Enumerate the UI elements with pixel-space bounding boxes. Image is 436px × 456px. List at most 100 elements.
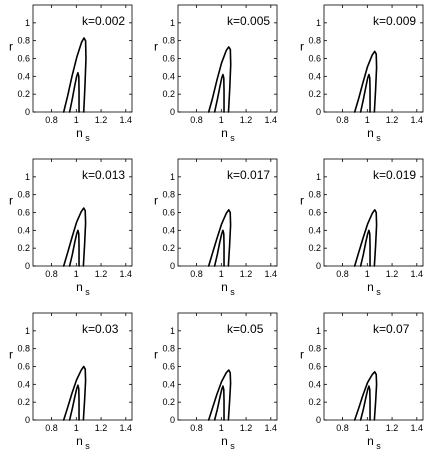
y-axis-label: r (154, 40, 158, 54)
y-tick-label: 0.6 (162, 362, 175, 372)
contour-inner (68, 229, 80, 267)
x-tick-label: 1 (365, 115, 370, 125)
x-tick-label: 1.2 (95, 115, 108, 125)
x-tick-label: 0.8 (190, 115, 203, 125)
y-tick-label: 0.6 (17, 362, 30, 372)
panel-6: 0 0.2 0.4 0.6 0.8 1 0.8 1 1.2 1.4 k=0.019 r n s (300, 158, 424, 297)
y-tick-label: 0.6 (308, 362, 321, 372)
panel-5: 0 0.2 0.4 0.6 0.8 1 0.8 1 1.2 1.4 k=0.017 r n s (154, 158, 278, 297)
y-tick-label: 0.4 (308, 71, 321, 81)
y-tick-label: 0.8 (17, 36, 30, 46)
y-tick-label: 0 (170, 415, 175, 425)
contour-outer (353, 50, 378, 113)
y-tick-label: 1 (170, 18, 175, 28)
y-tick-label: 0.2 (162, 89, 175, 99)
x-tick-label: 1 (365, 269, 370, 279)
contour-inner (359, 229, 371, 267)
x-tick-label: 1 (365, 423, 370, 433)
y-tick-label: 0.2 (308, 89, 321, 99)
k-annotation: k=0.07 (373, 322, 410, 336)
y-tick-label: 1 (316, 18, 321, 28)
plot-frame (32, 158, 133, 267)
y-axis-label: r (300, 40, 304, 54)
contour-outer (207, 369, 232, 421)
y-tick-label: 0.4 (162, 71, 175, 81)
y-tick-label: 0.8 (162, 36, 175, 46)
y-tick-label: 0.2 (17, 243, 30, 253)
panel-4: 0 0.2 0.4 0.6 0.8 1 0.8 1 1.2 1.4 k=0.013 r n s (9, 158, 133, 297)
contour-inner (359, 385, 371, 421)
x-axis-label: n (76, 434, 83, 448)
y-tick-label: 0.6 (17, 54, 30, 64)
x-axis-label: n (367, 126, 374, 140)
contour-outer (62, 37, 87, 113)
x-tick-label: 1.2 (95, 269, 108, 279)
contour-inner (213, 73, 225, 113)
y-axis-label: r (9, 40, 13, 54)
y-axis-label: r (300, 348, 304, 362)
y-tick-label: 0 (316, 261, 321, 271)
contour-outer (207, 209, 232, 267)
y-tick-label: 0.2 (162, 397, 175, 407)
x-tick-label: 1 (219, 423, 224, 433)
y-tick-label: 1 (170, 172, 175, 182)
panel-9: 0 0.2 0.4 0.6 0.8 1 0.8 1 1.2 1.4 k=0.07 r n s (300, 312, 424, 451)
panel-8: 0 0.2 0.4 0.6 0.8 1 0.8 1 1.2 1.4 k=0.05 r n s (154, 312, 278, 451)
x-tick-label: 0.8 (45, 115, 58, 125)
y-tick-label: 0.8 (162, 190, 175, 200)
contour-outer (62, 365, 87, 421)
y-tick-label: 0.2 (162, 243, 175, 253)
x-tick-label: 1 (74, 115, 79, 125)
y-tick-label: 0 (25, 107, 30, 117)
plot-frame (32, 4, 133, 113)
panel-2: 0 0.2 0.4 0.6 0.8 1 0.8 1 1.2 1.4 k=0.005 r n s (154, 4, 278, 143)
y-tick-label: 0 (25, 415, 30, 425)
x-axis-label-subscript: s (376, 133, 381, 143)
y-tick-label: 0.8 (308, 36, 321, 46)
x-tick-label: 1.2 (240, 115, 253, 125)
x-tick-label: 1.4 (411, 423, 424, 433)
y-tick-label: 0.4 (17, 71, 30, 81)
y-tick-label: 0.4 (17, 225, 30, 235)
x-axis-label-subscript: s (230, 287, 235, 297)
x-axis-label: n (221, 280, 228, 294)
x-tick-label: 0.8 (45, 423, 58, 433)
x-axis-label: n (367, 280, 374, 294)
x-tick-label: 1.4 (120, 423, 133, 433)
y-axis-label: r (9, 348, 13, 362)
x-tick-label: 1.2 (240, 269, 253, 279)
x-tick-label: 0.8 (190, 423, 203, 433)
y-tick-label: 1 (25, 18, 30, 28)
x-tick-label: 1.2 (386, 269, 399, 279)
x-tick-label: 1 (219, 269, 224, 279)
x-tick-label: 0.8 (190, 269, 203, 279)
y-axis-label: r (9, 194, 13, 208)
contour-inner (213, 385, 225, 421)
x-tick-label: 1.4 (265, 115, 278, 125)
y-tick-label: 0.2 (308, 243, 321, 253)
x-tick-label: 1 (219, 115, 224, 125)
k-annotation: k=0.019 (373, 168, 416, 182)
y-tick-label: 0.8 (308, 190, 321, 200)
x-tick-label: 1.4 (120, 269, 133, 279)
y-axis-label: r (154, 194, 158, 208)
x-axis-label-subscript: s (230, 133, 235, 143)
x-axis-label: n (221, 434, 228, 448)
panel-3: 0 0.2 0.4 0.6 0.8 1 0.8 1 1.2 1.4 k=0.009 r n s (300, 4, 424, 143)
x-tick-label: 1 (74, 423, 79, 433)
x-tick-label: 1 (74, 269, 79, 279)
x-axis-label: n (76, 280, 83, 294)
contour-outer (353, 371, 378, 421)
contour-outer (207, 46, 232, 113)
y-tick-label: 1 (316, 326, 321, 336)
y-tick-label: 1 (316, 172, 321, 182)
y-tick-label: 1 (25, 172, 30, 182)
y-tick-label: 0.4 (162, 379, 175, 389)
x-axis-label-subscript: s (376, 287, 381, 297)
y-tick-label: 0 (316, 107, 321, 117)
x-axis-label-subscript: s (85, 133, 90, 143)
panel-7: 0 0.2 0.4 0.6 0.8 1 0.8 1 1.2 1.4 k=0.03 r n s (9, 312, 133, 451)
y-tick-label: 0.6 (162, 54, 175, 64)
x-tick-label: 1.4 (265, 269, 278, 279)
